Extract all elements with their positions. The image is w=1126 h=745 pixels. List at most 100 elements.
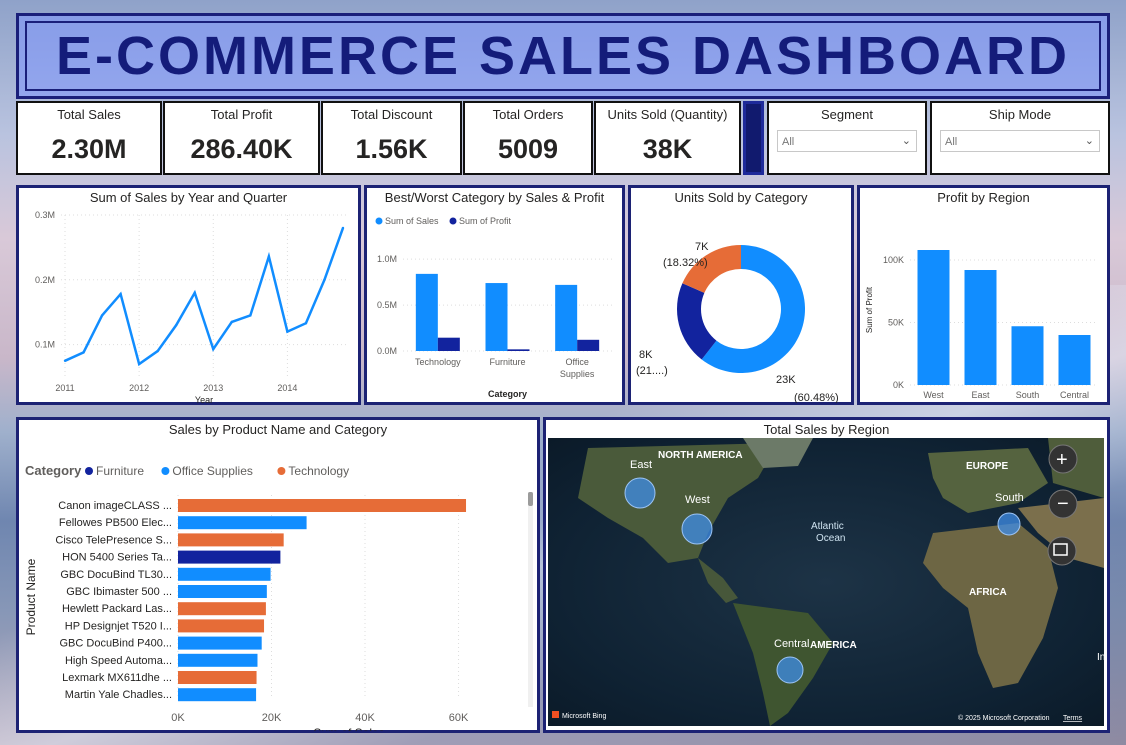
y-tick-label: GBC DocuBind P400... <box>59 638 172 650</box>
map-label: AMERICA <box>810 640 857 651</box>
y-tick-label: Hewlett Packard Las... <box>62 603 172 615</box>
bar <box>178 619 265 633</box>
profit-region-chart-card[interactable]: Profit by Region 0K 50K 100K West East South C… <box>857 185 1110 412</box>
product-bar-chart[interactable]: Category Furniture Office Supplies Technolo… <box>19 437 537 740</box>
chart-title: Sales by Product Name and Category <box>168 422 388 437</box>
sales-map[interactable]: NORTH AMERICA EUROPE Atlantic Ocean AFRI… <box>548 438 1104 726</box>
y-tick-label: Martin Yale Chadles... <box>65 689 172 701</box>
map-attribution-right: © 2025 Microsoft Corporation <box>958 714 1050 722</box>
plus-icon: + <box>1056 449 1068 471</box>
slice-label: 8K <box>639 349 653 361</box>
line-point <box>341 226 345 230</box>
line-chart-card[interactable]: Sum of Sales by Year and Quarter 0.1M 0.2… <box>16 185 361 405</box>
legend-label: Sum of Sales <box>385 216 439 226</box>
map-marker-central[interactable]: Central <box>774 638 809 684</box>
legend-title: Category <box>25 463 82 478</box>
scrollbar-track <box>528 492 533 707</box>
profit-region-chart[interactable]: 0K 50K 100K West East South Central Region Sum o… <box>860 205 1107 412</box>
line-point <box>82 351 85 354</box>
marker-label: South <box>995 492 1024 504</box>
marker-label: West <box>685 494 710 506</box>
y-tick-label: HP Designjet T520 I... <box>65 620 172 632</box>
chart-title: Sum of Sales by Year and Quarter <box>89 190 288 205</box>
bar <box>577 339 600 351</box>
bar <box>178 653 258 667</box>
legend-marker <box>449 217 457 225</box>
y-tick-label: High Speed Automa... <box>65 655 172 667</box>
landmass-greenland <box>743 438 813 468</box>
map-label: EUROPE <box>966 461 1009 472</box>
x-tick-label: Office <box>565 357 588 367</box>
x-tick-label: 20K <box>262 712 282 724</box>
kpi-label: Total Discount <box>350 107 433 122</box>
x-tick-label: 2014 <box>277 383 297 393</box>
y-tick-label: HON 5400 Series Ta... <box>62 552 172 564</box>
map-label: Atlantic <box>811 521 844 532</box>
line-point <box>100 314 104 317</box>
kpi-units-sold[interactable]: Units Sold (Quantity) 38K <box>594 101 741 175</box>
map-terms-link[interactable]: Terms <box>1063 715 1083 722</box>
y-tick-label: 1.0M <box>377 254 397 264</box>
donut-slice <box>701 245 805 373</box>
x-tick-label: West <box>923 390 944 400</box>
kpi-label: Units Sold (Quantity) <box>607 107 728 122</box>
x-tick-label: 2013 <box>203 383 223 393</box>
x-axis-title: Year <box>195 395 213 403</box>
donut-chart-card[interactable]: Units Sold by Category 23K (60.48%) 8K (21.… <box>628 185 854 405</box>
donut-slice <box>682 245 741 293</box>
line-point <box>267 255 271 258</box>
map-attribution-left: Microsoft Bing <box>562 713 606 720</box>
zoom-in-button[interactable]: + <box>1048 444 1078 474</box>
kpi-total-sales[interactable]: Total Sales 2.30M <box>16 101 162 175</box>
y-tick-label: Fellowes PB500 Elec... <box>59 517 172 529</box>
slicer-ship-mode[interactable]: Ship Mode All ⌄ <box>930 101 1110 175</box>
ship-mode-dropdown[interactable]: All ⌄ <box>940 130 1100 152</box>
map-label: Ocean <box>816 533 845 544</box>
bar <box>555 284 578 351</box>
category-bar-chart-card[interactable]: Best/Worst Category by Sales & Profit Su… <box>364 185 625 405</box>
bar <box>178 533 284 547</box>
map-marker-west[interactable]: West <box>681 494 713 545</box>
x-axis-title: Region <box>989 402 1020 403</box>
map-marker-east[interactable]: East <box>624 459 656 509</box>
line-point <box>119 292 122 296</box>
landmass-north-america <box>578 443 778 563</box>
bar <box>415 273 438 351</box>
y-tick-label: 50K <box>888 318 904 328</box>
zoom-out-button[interactable]: − <box>1048 489 1078 519</box>
bar <box>485 283 508 351</box>
dropdown-value: All <box>945 136 958 148</box>
slicer-segment[interactable]: Segment All ⌄ <box>767 101 927 175</box>
map-canvas[interactable]: NORTH AMERICA EUROPE Atlantic Ocean AFRI… <box>548 438 1104 726</box>
bar <box>1011 326 1044 385</box>
landmass-middle-east <box>1018 498 1104 568</box>
y-tick-label: 0.0M <box>377 346 397 356</box>
donut-chart[interactable]: 23K (60.48%) 8K (21....) 7K (18.32%) <box>631 205 851 404</box>
line-chart[interactable]: 0.1M 0.2M 0.3M 2011 2012 2013 2014 Year <box>19 205 358 405</box>
sales-line <box>64 227 345 367</box>
category-bar-chart[interactable]: Sum of Sales Sum of Profit 0.0M 0.5M 1.0M Tec… <box>367 205 622 403</box>
x-tick-label: Central <box>1060 390 1089 400</box>
x-tick-label: Technology <box>415 357 461 367</box>
kpi-total-discount[interactable]: Total Discount 1.56K <box>321 101 462 175</box>
legend-marker <box>277 467 286 475</box>
map-label: NORTH AMERICA <box>658 450 743 461</box>
select-area-button[interactable] <box>1047 536 1077 566</box>
kpi-total-profit[interactable]: Total Profit 286.40K <box>163 101 320 175</box>
y-tick-label: GBC Ibimaster 500 ... <box>66 586 172 598</box>
x-tick-label: 0K <box>171 712 185 724</box>
y-tick-label: GBC DocuBind TL30... <box>60 569 172 581</box>
map-marker-south[interactable]: South <box>995 492 1024 536</box>
segment-dropdown[interactable]: All ⌄ <box>777 130 917 152</box>
y-tick-label: 0.2M <box>35 275 55 285</box>
kpi-total-orders[interactable]: Total Orders 5009 <box>463 101 593 175</box>
y-tick-label: 100K <box>883 255 904 265</box>
line-point <box>175 323 178 327</box>
dropdown-value: All <box>782 136 795 148</box>
line-point <box>212 347 215 351</box>
line-point <box>323 278 326 281</box>
bar <box>178 602 266 616</box>
product-bar-chart-card[interactable]: Sales by Product Name and Category Categ… <box>16 417 540 740</box>
map-label: AFRICA <box>969 587 1007 598</box>
legend-marker <box>85 467 93 475</box>
